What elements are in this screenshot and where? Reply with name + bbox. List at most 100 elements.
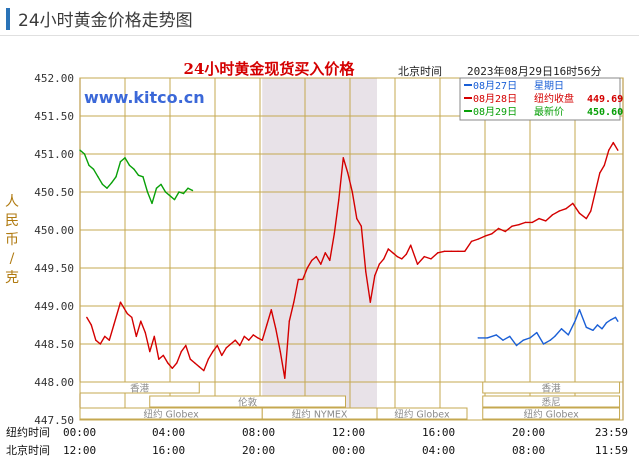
data-point <box>284 377 286 379</box>
gold-price-chart: 452.00 451.50 451.00 450.50 450.00 449.50 449.… <box>5 60 628 457</box>
data-point <box>551 214 554 216</box>
series-line-1 <box>478 309 619 347</box>
time-tick-label: 08:00 <box>242 426 275 439</box>
data-point <box>133 168 135 170</box>
data-point <box>83 153 86 155</box>
data-point <box>92 168 95 170</box>
data-point <box>113 324 115 326</box>
y-tick-label: 447.50 <box>34 414 74 427</box>
data-point <box>212 350 214 353</box>
session-label: 纽约 Globex <box>524 409 580 421</box>
y-tick-label: 448.50 <box>34 338 74 351</box>
data-point <box>169 195 171 197</box>
data-point <box>585 217 587 220</box>
data-point <box>565 208 567 210</box>
time-tick-label: 04:00 <box>152 426 185 439</box>
data-point <box>158 358 160 360</box>
data-point <box>378 263 380 265</box>
data-point <box>477 337 479 339</box>
data-point <box>502 339 504 341</box>
data-point <box>351 191 353 193</box>
data-point <box>119 301 122 303</box>
time-row-label: 纽约时间 <box>6 425 50 439</box>
data-point <box>275 328 277 330</box>
data-point <box>187 187 189 189</box>
data-point <box>430 258 432 260</box>
data-point <box>155 187 158 189</box>
session-label: 纽约 Globex <box>394 409 450 421</box>
data-point <box>610 319 612 321</box>
data-point <box>288 320 290 322</box>
time-tick-label: 00:00 <box>332 444 365 457</box>
data-point <box>230 343 232 345</box>
data-point <box>511 225 513 227</box>
data-point <box>347 172 349 174</box>
data-point <box>437 252 439 254</box>
data-point <box>590 210 592 212</box>
header-divider <box>0 35 639 36</box>
data-point <box>396 255 398 258</box>
y-tick-label: 449.50 <box>34 262 74 275</box>
legend-date: 08月28日 <box>473 93 517 105</box>
data-point <box>333 233 335 235</box>
data-point <box>599 172 601 174</box>
data-point <box>509 335 511 338</box>
legend-value: 450.60 <box>587 107 623 118</box>
data-point <box>464 250 466 252</box>
y-axis-label-char: 民 <box>5 213 19 229</box>
session-label: 香港 <box>542 383 562 395</box>
data-point <box>315 255 317 258</box>
data-point <box>545 220 547 222</box>
data-point <box>592 329 594 331</box>
y-tick-label: 450.00 <box>34 224 74 237</box>
session-bar <box>149 395 346 408</box>
y-axis-label-char: 币 <box>5 232 19 248</box>
data-point <box>549 339 551 341</box>
data-point <box>146 191 149 193</box>
data-point <box>108 339 111 341</box>
data-point <box>518 224 520 226</box>
data-point <box>387 248 389 250</box>
time-row-label: 北京时间 <box>6 443 50 457</box>
data-point <box>182 192 185 195</box>
session-bar <box>79 381 200 394</box>
data-point <box>176 362 178 364</box>
y-tick-label: 449.00 <box>34 300 74 313</box>
data-point <box>329 259 331 262</box>
data-point <box>131 316 133 319</box>
data-point <box>356 217 358 220</box>
data-point <box>248 339 250 341</box>
timestamp-label: 北京时间 <box>398 64 442 78</box>
data-point <box>270 309 272 311</box>
data-point <box>542 343 545 345</box>
data-point <box>529 337 531 339</box>
data-point <box>198 366 200 368</box>
timestamp-value: 2023年08月29日16时56分 <box>467 64 601 78</box>
data-point <box>261 339 263 341</box>
data-point <box>171 367 173 369</box>
y-axis-label-char: / <box>10 251 15 267</box>
data-point <box>324 252 326 254</box>
data-point <box>617 149 619 151</box>
data-point <box>410 244 412 246</box>
data-point <box>95 339 97 341</box>
data-point <box>578 212 581 214</box>
data-point <box>234 339 236 341</box>
page-header: 24小时黄金价格走势图 <box>0 0 639 36</box>
data-point <box>612 141 614 144</box>
data-point <box>293 301 295 303</box>
data-point <box>101 183 104 186</box>
data-point <box>178 191 180 193</box>
time-tick-label: 04:00 <box>422 444 455 457</box>
session-label: 纽约 Globex <box>144 409 200 421</box>
data-point <box>567 334 569 336</box>
data-point <box>554 335 556 338</box>
data-point <box>86 316 88 319</box>
data-point <box>207 358 209 360</box>
data-point <box>360 225 362 227</box>
data-point <box>135 335 137 338</box>
data-point <box>115 176 117 178</box>
data-point <box>614 316 617 319</box>
data-point <box>338 198 340 201</box>
time-tick-label: 12:00 <box>63 444 96 457</box>
